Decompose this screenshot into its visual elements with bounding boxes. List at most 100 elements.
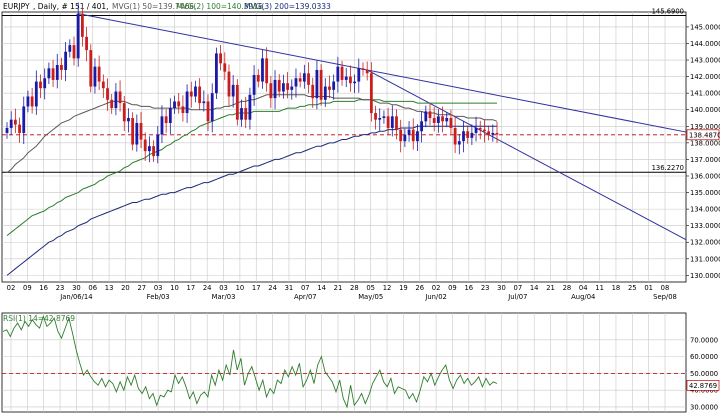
chart-info-label: , Daily, # 151 / 401, <box>33 2 109 11</box>
candle-body <box>449 118 453 128</box>
x-tick-label: 14 <box>317 284 326 292</box>
candle-body <box>424 111 428 122</box>
candle-body <box>483 129 486 132</box>
candle-body <box>106 88 109 100</box>
y-tick-label: 130.0000 <box>690 272 720 280</box>
candle-body <box>244 108 248 120</box>
candle-body <box>416 131 419 142</box>
x-tick-label: 04 <box>579 284 588 292</box>
candle-body <box>290 86 294 90</box>
rsi-y-axis: 30.000040.000050.000060.000070.000042.87… <box>686 336 720 411</box>
chart-header: EURJPY , Daily, # 151 / 401, MVG(1) 50=1… <box>3 2 331 11</box>
candle-body <box>336 66 340 82</box>
y-tick-label: 141.0000 <box>690 90 720 98</box>
candle-body <box>407 129 411 135</box>
rsi-last-value-label: 42.8769 <box>689 382 717 390</box>
candle-body <box>206 101 210 122</box>
ma100-legend: MVG(2) 100=140.3916, <box>176 2 265 11</box>
candle-body <box>185 91 189 114</box>
y-tick-label: 136.0000 <box>690 172 720 180</box>
x-tick-label: 03 <box>154 284 163 292</box>
x-tick-label: 12 <box>383 284 392 292</box>
candle-body <box>194 86 197 97</box>
candle-body <box>127 118 130 122</box>
rsi-line <box>2 314 498 409</box>
candle-body <box>403 134 407 142</box>
candle-body <box>378 118 382 120</box>
candle-body <box>344 76 348 80</box>
candle-body <box>441 116 444 122</box>
date-x-axis: 02 09 16 23 30 06 13 20 27 03 10 17 24 03 10 17 24 31 07 14… <box>7 284 677 301</box>
horizontal-level-label: 145.6900 <box>652 7 684 15</box>
lower-descending-trendline <box>366 69 687 241</box>
candle-body <box>436 116 440 123</box>
candle-body <box>64 51 68 70</box>
rsi-y-tick-label: 60.0000 <box>690 353 718 361</box>
candle-body <box>101 81 105 89</box>
candle-body <box>382 116 386 119</box>
candle-body <box>462 131 465 142</box>
candle-body <box>118 91 122 104</box>
y-tick-label: 137.0000 <box>690 156 720 164</box>
candle-body <box>240 108 243 120</box>
y-tick-label: 138.0000 <box>690 139 720 147</box>
x-tick-label: 10 <box>236 284 245 292</box>
candle-body <box>55 65 59 80</box>
x-tick-label: 16 <box>464 284 473 292</box>
x-tick-label: 01 <box>644 284 653 292</box>
candle-body <box>395 116 398 130</box>
candle-body <box>131 118 135 145</box>
candle-body <box>160 116 164 135</box>
candle-body <box>353 81 357 84</box>
candle-body <box>85 36 88 51</box>
x-month-label: Sep/08 <box>653 293 677 301</box>
candle-body <box>328 86 331 90</box>
x-month-label: Jul/07 <box>507 293 527 301</box>
candle-body <box>173 101 176 109</box>
x-tick-label: 31 <box>285 284 294 292</box>
y-tick-label: 143.0000 <box>690 57 720 65</box>
ma200-line <box>6 125 497 276</box>
candle-body <box>68 45 72 52</box>
candle-body <box>340 66 344 80</box>
y-tick-label: 140.0000 <box>690 106 720 114</box>
x-tick-label: 03 <box>219 284 228 292</box>
x-tick-label: 13 <box>105 284 114 292</box>
rsi-title: RSI(1) 14=42.8769 <box>3 314 75 323</box>
candle-body <box>315 69 319 99</box>
x-tick-label: 21 <box>334 284 343 292</box>
x-tick-label: 28 <box>350 284 359 292</box>
y-tick-label: 145.0000 <box>690 23 720 31</box>
candle-body <box>39 81 42 89</box>
candle-body <box>223 63 227 72</box>
candle-body <box>386 116 390 128</box>
rsi-plot-frame <box>1 312 687 413</box>
candle-body <box>457 141 461 145</box>
x-tick-label: 18 <box>612 284 621 292</box>
candle-body <box>361 68 365 70</box>
price-grid <box>2 12 686 282</box>
candle-body <box>122 103 126 122</box>
price-plot-frame <box>1 11 687 283</box>
x-tick-label: 30 <box>72 284 81 292</box>
ma50-legend: MVG(1) 50=139.7466, <box>112 2 196 11</box>
candle-body <box>420 121 424 132</box>
x-tick-label: 02 <box>432 284 441 292</box>
candle-body <box>273 79 277 99</box>
candle-body <box>152 146 155 157</box>
candle-body <box>470 132 474 138</box>
rsi-y-tick-label: 70.0000 <box>690 336 718 344</box>
candle-body <box>143 139 147 152</box>
x-month-label: Feb/03 <box>147 293 170 301</box>
candle-body <box>495 132 499 135</box>
candle-body <box>265 58 269 84</box>
candle-body <box>18 124 21 133</box>
price-panel: 145.6900 136.2270 138.4870 130.0000 131.000… <box>1 2 720 301</box>
x-tick-label: 23 <box>481 284 490 292</box>
candle-body <box>282 83 285 92</box>
candle-body <box>349 76 352 84</box>
y-tick-label: 133.0000 <box>690 222 720 230</box>
x-tick-label: 30 <box>497 284 506 292</box>
candle-body <box>5 127 9 133</box>
